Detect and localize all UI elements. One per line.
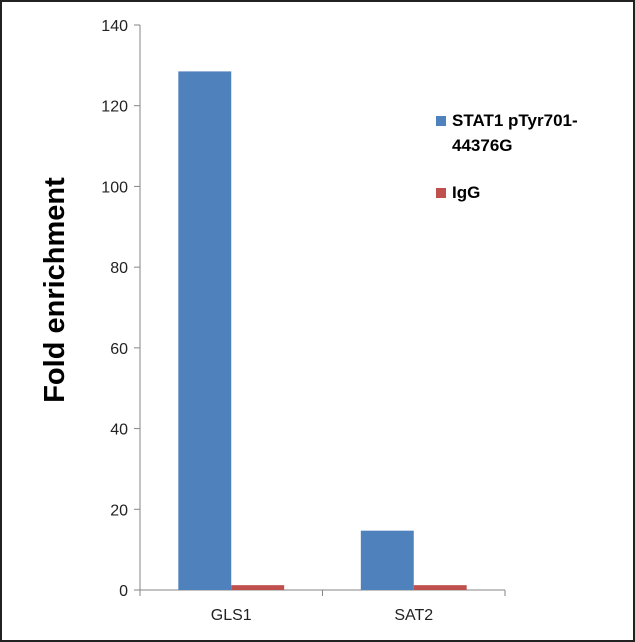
legend-label: STAT1 pTyr701-44376G — [452, 111, 578, 155]
bars — [178, 71, 467, 591]
bar — [231, 585, 285, 590]
bar — [360, 530, 414, 590]
y-tick-label: 40 — [110, 422, 128, 439]
y-axis-label: Fold enrichment — [39, 177, 71, 403]
x-tick-label: GLS1 — [211, 607, 252, 624]
bar — [413, 585, 467, 590]
y-tick-label: 120 — [101, 99, 128, 116]
y-tick-label: 20 — [110, 502, 128, 519]
y-tick-label: 140 — [101, 18, 128, 35]
legend: STAT1 pTyr701-44376G IgG — [436, 111, 578, 202]
y-tick-label: 60 — [110, 341, 128, 358]
x-tick-label: SAT2 — [394, 607, 433, 624]
y-axis: 0 20 40 60 80 100 120 140 — [101, 18, 141, 600]
legend-label: IgG — [452, 183, 480, 202]
legend-swatch — [436, 188, 446, 198]
legend-swatch — [436, 116, 446, 126]
y-tick-label: 80 — [110, 260, 128, 277]
y-tick-label: 100 — [101, 179, 128, 196]
y-tick-label: 0 — [119, 583, 128, 600]
x-axis: GLS1 SAT2 — [139, 589, 506, 624]
bar — [178, 71, 232, 591]
